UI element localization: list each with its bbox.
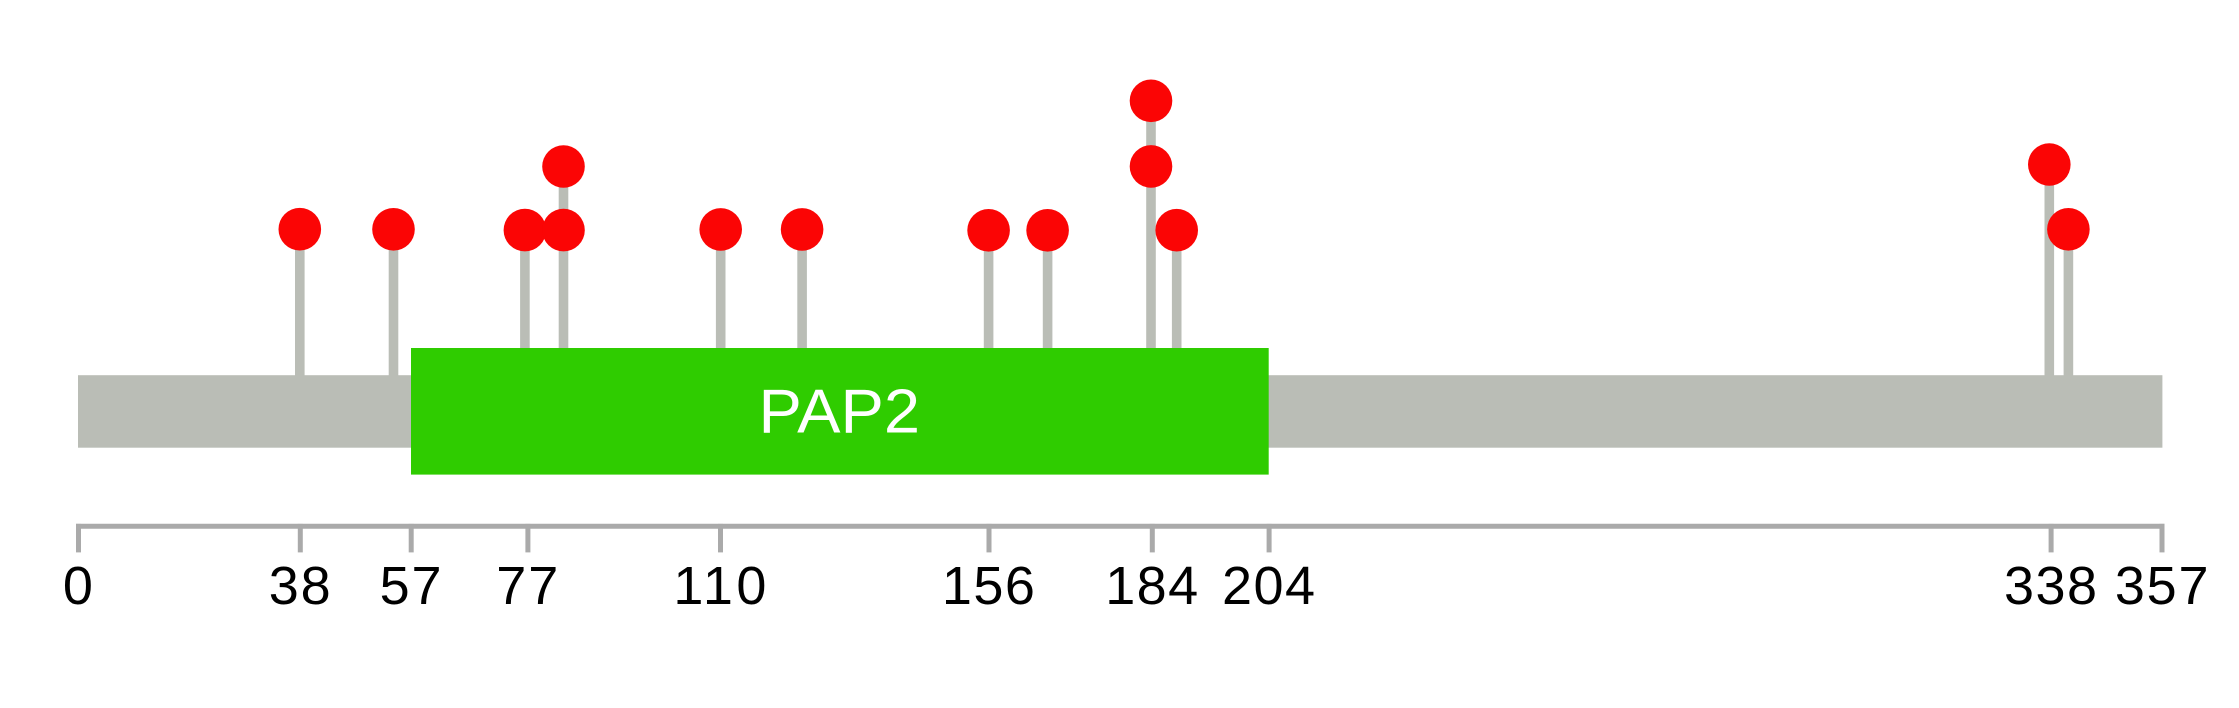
svg-text:156: 156: [942, 556, 1035, 616]
svg-text:PAP2: PAP2: [759, 376, 921, 446]
svg-text:110: 110: [673, 556, 766, 616]
svg-text:204: 204: [1222, 556, 1315, 616]
svg-text:38: 38: [269, 556, 331, 616]
svg-text:357: 357: [2115, 556, 2209, 616]
svg-text:77: 77: [496, 556, 558, 616]
svg-text:338: 338: [2004, 556, 2097, 616]
svg-text:184: 184: [1105, 556, 1198, 616]
svg-text:57: 57: [380, 556, 442, 616]
svg-text:0: 0: [63, 556, 93, 616]
